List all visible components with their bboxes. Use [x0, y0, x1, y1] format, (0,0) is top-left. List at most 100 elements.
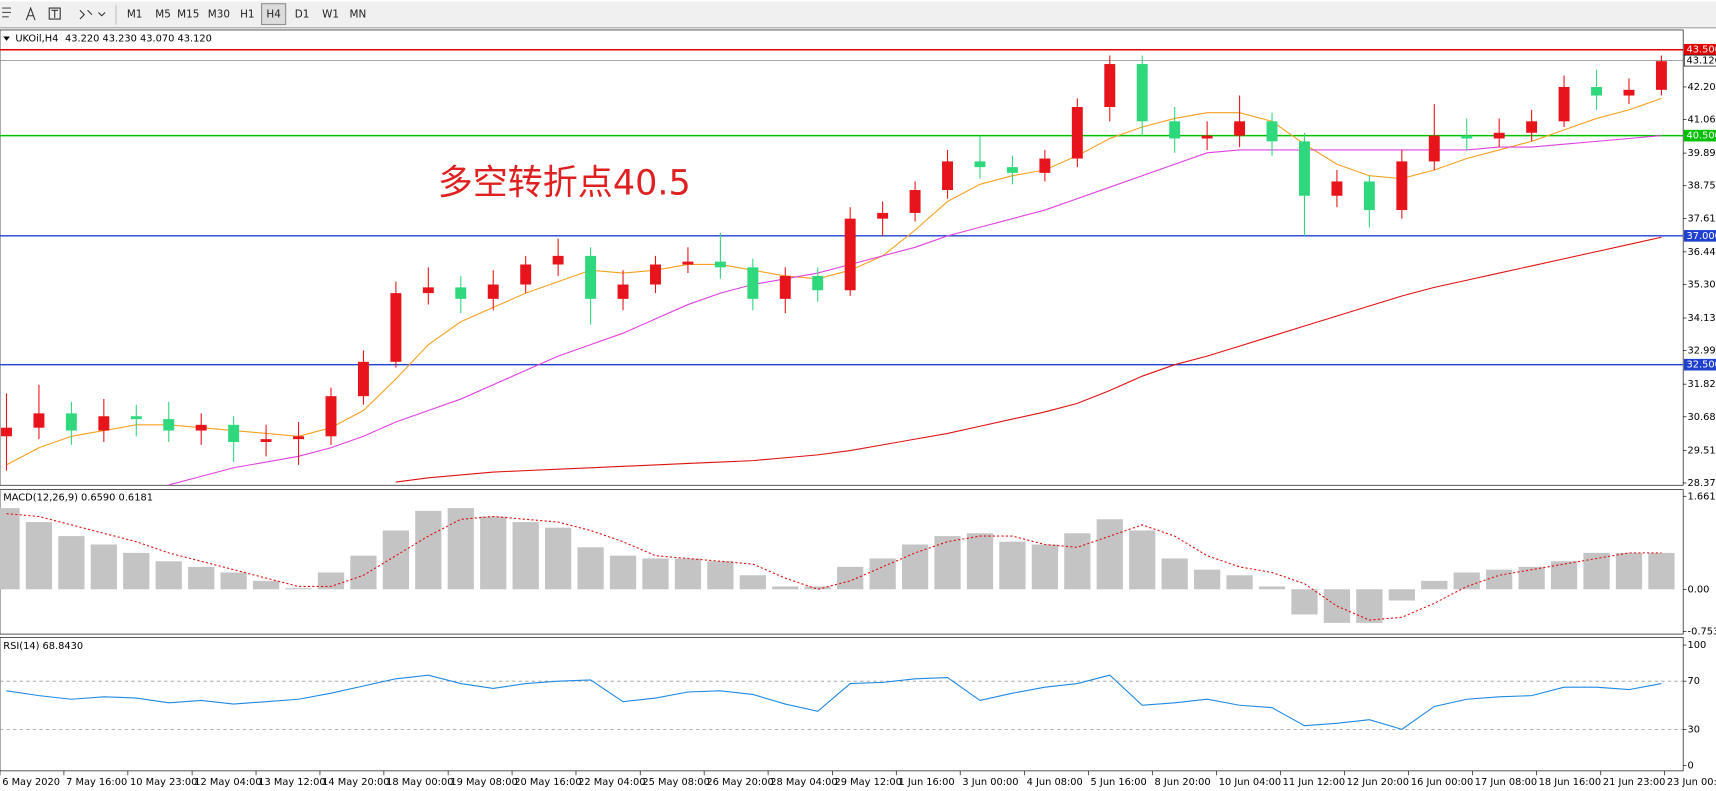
macd-bar	[674, 558, 702, 590]
macd-bar	[642, 558, 669, 590]
timeframe-button[interactable]: D1	[295, 9, 310, 21]
candle-body	[65, 413, 77, 431]
macd-bar	[966, 533, 994, 590]
candle-body	[1558, 86, 1570, 122]
candle-body	[1, 427, 12, 437]
candle-body	[877, 212, 889, 219]
macd-bar	[609, 555, 637, 590]
button-label[interactable]: H1	[240, 9, 254, 21]
macd-bar	[1226, 575, 1253, 590]
macd-bar	[1648, 552, 1675, 590]
macd-bar	[1161, 558, 1188, 590]
button-label[interactable]: M15	[177, 9, 199, 21]
x-tick-label: 13 May 12:00	[258, 777, 325, 788]
x-tick-label: 5 Jun 16:00	[1091, 777, 1147, 788]
candle-body	[747, 267, 759, 299]
button-label[interactable]: M30	[208, 9, 230, 21]
macd-bar	[707, 561, 734, 590]
tool-label-icon[interactable]	[48, 7, 61, 20]
level-box	[1683, 230, 1716, 242]
candle-body	[228, 424, 240, 443]
y-tick-label: 35.300	[1688, 280, 1716, 291]
candle-body	[1104, 64, 1116, 107]
x-tick-label: 12 May 04:00	[194, 777, 261, 788]
candle-body	[1363, 181, 1375, 211]
macd-bar	[1258, 586, 1286, 590]
timeframe-button[interactable]: M15	[177, 9, 199, 21]
candle-body	[487, 284, 499, 299]
candle-body	[1039, 158, 1051, 173]
chart-header: UKOil,H4 43.220 43.230 43.070 43.120	[15, 34, 212, 45]
x-tick-label: 28 May 04:00	[770, 777, 837, 788]
rsi-line	[6, 674, 1662, 730]
x-tick-label: 10 Jun 04:00	[1219, 777, 1281, 788]
symbol: UKOil,H4	[15, 34, 58, 45]
level-box	[1683, 129, 1716, 142]
level-label: 32.500	[1686, 360, 1716, 371]
y-tick-label: 30.680	[1688, 412, 1716, 423]
last-price-label: 43.120	[1686, 56, 1716, 67]
y-tick-label: 32.990	[1688, 346, 1716, 357]
timeframe-button[interactable]: H1	[240, 9, 254, 21]
macd-bar	[577, 547, 604, 590]
macd-bar	[1615, 552, 1643, 590]
y-tick-label: 34.130	[1688, 313, 1716, 324]
macd-bar	[1518, 566, 1545, 590]
x-tick-label: 22 May 04:00	[578, 777, 645, 788]
button-label[interactable]: D1	[295, 9, 310, 21]
button-label[interactable]: W1	[322, 9, 339, 21]
candle-body	[260, 439, 272, 443]
macd-bar	[480, 516, 507, 590]
candle-body	[357, 361, 369, 397]
button-label[interactable]: MN	[350, 9, 367, 21]
timeframe-button[interactable]: M5	[155, 9, 171, 21]
timeframe-button[interactable]: M30	[208, 9, 230, 21]
x-tick-label: 1 Jun 16:00	[898, 777, 954, 788]
candle-body	[1169, 121, 1181, 139]
y-tick-label: 29.510	[1688, 445, 1716, 456]
tool-text-icon[interactable]	[25, 6, 36, 21]
macd-bar	[1096, 519, 1123, 590]
macd-bar	[1453, 572, 1480, 590]
candle-body	[1461, 135, 1473, 139]
candle-body	[1299, 141, 1310, 196]
x-tick-label: 7 May 16:00	[66, 777, 127, 788]
button-label[interactable]: H4	[266, 9, 281, 21]
candle-body	[1591, 86, 1602, 96]
candle-body	[682, 261, 694, 265]
y-tick-label: 42.200	[1688, 82, 1716, 93]
button-label[interactable]: M5	[155, 9, 171, 21]
y-tick-label: 39.890	[1688, 148, 1716, 159]
macd-bar	[58, 536, 85, 590]
candle-body	[293, 436, 305, 440]
timeframe-button[interactable]: MN	[350, 9, 367, 21]
candle-body	[1266, 121, 1278, 142]
tool-arrows-icon[interactable]	[79, 9, 106, 20]
timeframe-bar: M1 M5 M15 M30 H1 H4 D1 W1 MN	[127, 3, 367, 26]
macd-bar	[415, 510, 442, 590]
x-tick-label: 20 May 16:00	[514, 777, 581, 788]
macd-bar	[285, 588, 312, 590]
timeframe-button[interactable]: M1	[127, 9, 143, 21]
drawing-tools[interactable]	[2, 4, 117, 25]
menu-triangle	[3, 36, 10, 41]
candle-body	[422, 287, 434, 294]
button-pressed[interactable]	[261, 3, 287, 26]
macd-bar	[999, 541, 1026, 590]
candle-body	[130, 416, 142, 420]
macd-bar	[0, 508, 20, 590]
button-label[interactable]: M1	[127, 9, 143, 21]
x-tick-label: 19 May 08:00	[450, 777, 517, 788]
macd-title: MACD(12,26,9) 0.6590 0.6181	[3, 492, 153, 503]
y-tick-label: 1.6614	[1688, 491, 1716, 502]
moving-average	[6, 97, 1662, 466]
tool-lines-icon[interactable]	[2, 7, 11, 18]
timeframe-button[interactable]: H4	[261, 3, 287, 26]
macd-bar	[123, 552, 150, 590]
macd-bar	[1486, 569, 1513, 590]
x-tick-label: 17 Jun 08:00	[1475, 777, 1537, 788]
timeframe-button[interactable]: W1	[322, 9, 339, 21]
candle-body	[325, 396, 337, 437]
macd-bar	[220, 572, 247, 590]
